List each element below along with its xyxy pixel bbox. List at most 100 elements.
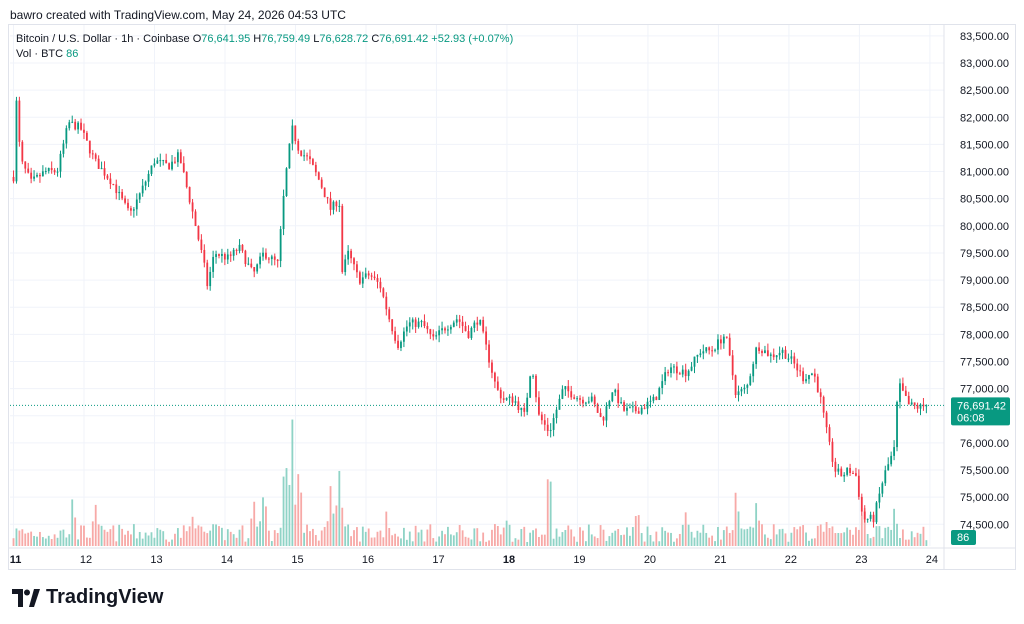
- volume-bar: [670, 532, 672, 546]
- candle-body: [587, 401, 590, 403]
- time-tick-label: 17: [432, 554, 444, 566]
- candle: [881, 481, 884, 498]
- candle-body: [174, 161, 176, 163]
- volume-bar: [203, 531, 206, 546]
- volume-bar: [916, 532, 919, 546]
- volume-bar: [913, 537, 916, 546]
- volume-bar: [711, 535, 714, 546]
- candle-body: [837, 468, 840, 472]
- candle: [241, 244, 244, 253]
- candle-body: [731, 355, 734, 376]
- candle: [626, 403, 628, 416]
- candle-body: [496, 381, 499, 390]
- candle: [62, 139, 65, 158]
- price-tick-label: 77,500.00: [960, 356, 1009, 368]
- candle-body: [238, 244, 241, 251]
- candle: [611, 392, 614, 403]
- candle-body: [291, 125, 294, 144]
- candle-body: [441, 328, 443, 331]
- candle: [816, 373, 819, 393]
- candle-body: [85, 132, 88, 141]
- candle: [350, 248, 352, 264]
- candle: [576, 395, 578, 402]
- price-tick-label: 77,000.00: [960, 384, 1009, 396]
- volume-bar: [238, 529, 241, 546]
- candle: [429, 328, 432, 340]
- candle-body: [658, 388, 661, 400]
- time-tick-label: 21: [714, 554, 726, 566]
- volume-bar: [188, 526, 191, 546]
- volume-bar: [819, 524, 822, 546]
- candle: [822, 395, 825, 418]
- volume-bar: [53, 534, 56, 546]
- volume-bar: [860, 515, 863, 546]
- candle: [705, 346, 708, 354]
- candle: [535, 374, 537, 403]
- candle: [640, 405, 643, 415]
- candle: [805, 373, 807, 384]
- candle: [265, 248, 267, 261]
- candle: [44, 167, 47, 175]
- price-axis: 74,500.0075,000.0075,500.0076,000.0076,5…: [943, 25, 1009, 570]
- tradingview-logo[interactable]: TradingView: [12, 586, 163, 609]
- volume-bar: [684, 512, 687, 546]
- candle-body: [347, 250, 350, 260]
- candle-body: [866, 518, 869, 520]
- volume-bar: [746, 528, 749, 546]
- candle-body: [256, 264, 259, 272]
- volume-bar: [397, 536, 399, 546]
- candle: [188, 186, 191, 205]
- volume-bar: [690, 531, 693, 546]
- legend-open-label: O: [192, 33, 202, 45]
- candle-body: [775, 355, 778, 358]
- candle-body: [708, 347, 711, 351]
- candle: [191, 199, 194, 219]
- candle-body: [47, 167, 50, 172]
- volume-bar: [526, 541, 529, 546]
- volume-bar: [552, 538, 555, 546]
- candle-body: [94, 154, 97, 159]
- volume-bar: [338, 470, 341, 546]
- volume-bar: [784, 533, 787, 546]
- candle-body: [12, 176, 15, 182]
- volume-bar: [291, 419, 294, 546]
- candle-body: [828, 427, 831, 442]
- candle: [300, 150, 303, 157]
- candle-body: [206, 262, 209, 287]
- volume-bar: [91, 521, 94, 546]
- candle-body: [408, 322, 411, 327]
- candle-body: [56, 171, 59, 173]
- candle-body: [200, 239, 203, 250]
- candle: [722, 334, 725, 349]
- volume-bar: [455, 532, 458, 546]
- candle-body: [115, 184, 118, 194]
- candle-body: [590, 396, 593, 402]
- candle: [150, 165, 153, 177]
- time-tick-label: 18: [503, 554, 515, 566]
- candle: [852, 470, 854, 475]
- volume-bar: [778, 529, 781, 546]
- volume-bar: [857, 529, 860, 546]
- volume-bar: [171, 539, 173, 546]
- candle: [273, 253, 276, 266]
- candle-body: [781, 349, 784, 353]
- candle: [708, 346, 711, 355]
- volume-bar: [505, 520, 508, 546]
- candle-body: [335, 201, 338, 207]
- candle-body: [514, 401, 517, 403]
- candle-body: [631, 406, 634, 408]
- candle: [147, 170, 150, 188]
- candle: [808, 374, 810, 384]
- candle-body: [267, 258, 270, 260]
- volume-bar: [567, 525, 570, 546]
- candle: [629, 403, 631, 409]
- candle-body: [582, 399, 584, 404]
- candle: [276, 259, 279, 268]
- candles: [12, 96, 928, 528]
- candle: [215, 250, 217, 264]
- candle: [238, 239, 241, 254]
- volume-bar: [344, 526, 347, 546]
- candle-body: [875, 502, 878, 523]
- candle: [899, 378, 901, 409]
